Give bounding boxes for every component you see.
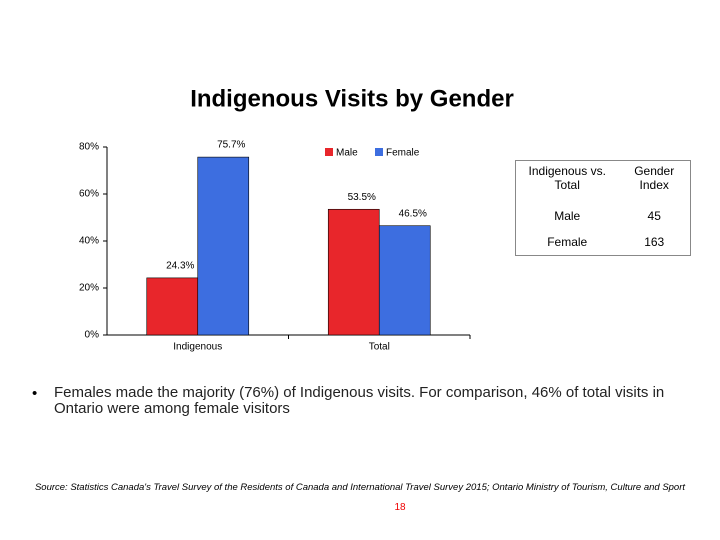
y-tick-label: 60% — [79, 189, 99, 200]
y-tick-label: 0% — [85, 330, 100, 341]
table-cell: 45 — [647, 209, 661, 223]
bar — [327, 208, 380, 336]
legend-swatch — [375, 148, 383, 156]
legend-label: Female — [386, 148, 420, 159]
table-header: Gender Index — [634, 164, 675, 192]
index-table: Indigenous vs. Total Gender Index Male 45 … — [515, 160, 691, 256]
bullet-text: Females made the majority (76%) of Indig… — [54, 384, 665, 417]
page-number: 18 — [394, 502, 406, 513]
table-header: Indigenous vs. Total — [528, 164, 606, 192]
x-tick-label: Total — [369, 342, 390, 353]
y-tick-label: 20% — [79, 283, 99, 294]
table-cell: Male — [554, 209, 581, 223]
legend-swatch — [325, 148, 333, 156]
value-label: 53.5% — [348, 192, 376, 203]
source: Source: Statistics Canada's Travel Surve… — [34, 482, 686, 493]
y-tick-label: 80% — [79, 142, 99, 153]
value-label: 46.5% — [399, 208, 427, 219]
x-tick-label: Indigenous — [173, 342, 222, 353]
value-label: 24.3% — [166, 261, 194, 272]
bar — [378, 225, 431, 336]
legend-label: Male — [336, 148, 358, 159]
table-cell: Female — [547, 235, 588, 249]
bar — [197, 156, 250, 336]
value-label: 75.7% — [217, 140, 245, 151]
bullet-symbol: • — [32, 385, 38, 402]
bar — [146, 277, 199, 336]
chart-title: Indigenous Visits by Gender — [190, 85, 514, 112]
y-tick-label: 40% — [79, 236, 99, 247]
table-cell: 163 — [644, 235, 665, 249]
